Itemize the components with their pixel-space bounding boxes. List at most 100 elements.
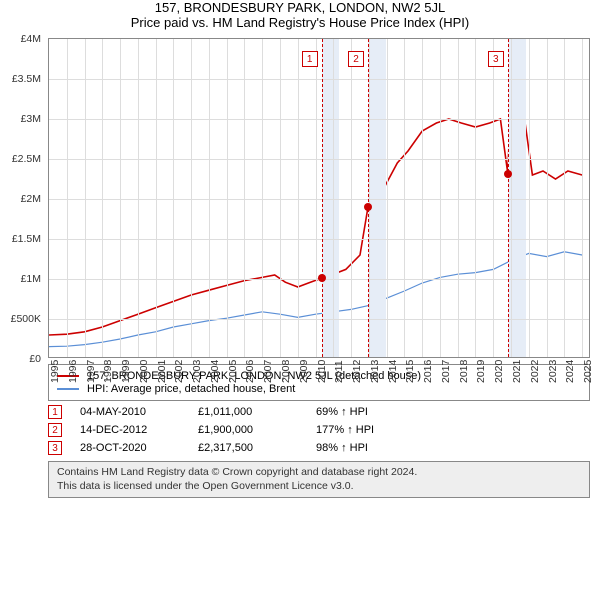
y-axis-label: £3M [21,113,41,125]
gridline-v [404,39,405,357]
event-delta: 69% ↑ HPI [316,406,368,418]
x-axis-label: 1998 [102,360,114,383]
x-axis-label: 1999 [120,360,132,383]
gridline-v [156,39,157,357]
gridline-v [280,39,281,357]
event-callout: 2 [348,51,364,67]
gridline-v [547,39,548,357]
x-axis-label: 2009 [298,360,310,383]
gridline-v [529,39,530,357]
x-axis-label: 2014 [387,360,399,383]
gridline-v [333,39,334,357]
gridline-v [369,39,370,357]
x-axis-label: 2012 [351,360,363,383]
x-axis-label: 2005 [227,360,239,383]
gridline-v [493,39,494,357]
x-axis-label: 2008 [280,360,292,383]
page-subtitle: Price paid vs. HM Land Registry's House … [0,15,600,30]
event-date: 14-DEC-2012 [80,424,180,436]
x-axis-label: 2021 [511,360,523,383]
x-axis-label: 2023 [547,360,559,383]
x-axis-label: 2025 [582,360,594,383]
event-number-icon: 3 [48,441,62,455]
event-price: £2,317,500 [198,442,298,454]
events-table: 104-MAY-2010£1,011,00069% ↑ HPI214-DEC-2… [48,405,590,455]
gridline-v [422,39,423,357]
y-axis-label: £4M [21,33,41,45]
sale-marker [364,203,372,211]
gridline-v [440,39,441,357]
event-vline [368,39,369,357]
sale-marker [504,170,512,178]
gridline-v [564,39,565,357]
event-price: £1,900,000 [198,424,298,436]
event-date: 28-OCT-2020 [80,442,180,454]
gridline-v [262,39,263,357]
y-axis-label: £2M [21,193,41,205]
footer-attribution: Contains HM Land Registry data © Crown c… [48,461,590,498]
x-axis-label: 2015 [404,360,416,383]
gridline-v [138,39,139,357]
x-axis-label: 1995 [49,360,61,383]
gridline-v [191,39,192,357]
x-axis-label: 2002 [173,360,185,383]
event-number-icon: 1 [48,405,62,419]
event-row: 214-DEC-2012£1,900,000177% ↑ HPI [48,423,590,437]
event-row: 1 04-MAY-2010 £1,011,000 69% ↑ HPI [48,405,590,419]
x-axis-label: 2010 [316,360,328,383]
page-title: 157, BRONDESBURY PARK, LONDON, NW2 5JL [0,0,600,15]
x-axis-label: 2024 [564,360,576,383]
event-vline [322,39,323,357]
x-axis-label: 2019 [475,360,487,383]
x-axis-label: 2018 [458,360,470,383]
event-callout: 3 [488,51,504,67]
y-axis-label: £500K [11,313,41,325]
y-axis-label: £1M [21,273,41,285]
x-axis-label: 2007 [262,360,274,383]
x-axis-label: 2000 [138,360,150,383]
gridline-v [244,39,245,357]
x-axis-label: 2013 [369,360,381,383]
y-axis-label: £2.5M [12,153,41,165]
highlight-band [368,39,386,357]
gridline-v [298,39,299,357]
footer-line: Contains HM Land Registry data © Crown c… [57,466,581,480]
gridline-v [351,39,352,357]
sale-marker [318,274,326,282]
highlight-band [322,39,340,357]
x-axis-label: 2003 [191,360,203,383]
y-axis-label: £0 [29,353,41,365]
gridline-v [387,39,388,357]
x-axis-label: 1996 [67,360,79,383]
legend-item: HPI: Average price, detached house, Bren… [57,383,581,395]
gridline-v [173,39,174,357]
footer-line: This data is licensed under the Open Gov… [57,480,581,494]
gridline-v [209,39,210,357]
gridline-v [227,39,228,357]
x-axis-label: 2016 [422,360,434,383]
legend-label: HPI: Average price, detached house, Bren… [87,383,295,395]
gridline-v [316,39,317,357]
x-axis-label: 2011 [333,360,345,383]
x-axis-label: 1997 [85,360,97,383]
event-delta: 177% ↑ HPI [316,424,374,436]
event-date: 04-MAY-2010 [80,406,180,418]
x-axis-label: 2017 [440,360,452,383]
x-axis-label: 2004 [209,360,221,383]
gridline-v [582,39,583,357]
gridline-v [475,39,476,357]
y-axis-label: £1.5M [12,233,41,245]
event-price: £1,011,000 [198,406,298,418]
gridline-v [102,39,103,357]
x-axis-label: 2020 [493,360,505,383]
event-callout: 1 [302,51,318,67]
x-axis-label: 2022 [529,360,541,383]
event-delta: 98% ↑ HPI [316,442,368,454]
gridline-v [120,39,121,357]
x-axis-label: 2001 [156,360,168,383]
x-axis-label: 2006 [244,360,256,383]
gridline-v [511,39,512,357]
event-row: 3 28-OCT-2020 £2,317,500 98% ↑ HPI [48,441,590,455]
legend-swatch [57,388,79,390]
gridline-v [85,39,86,357]
